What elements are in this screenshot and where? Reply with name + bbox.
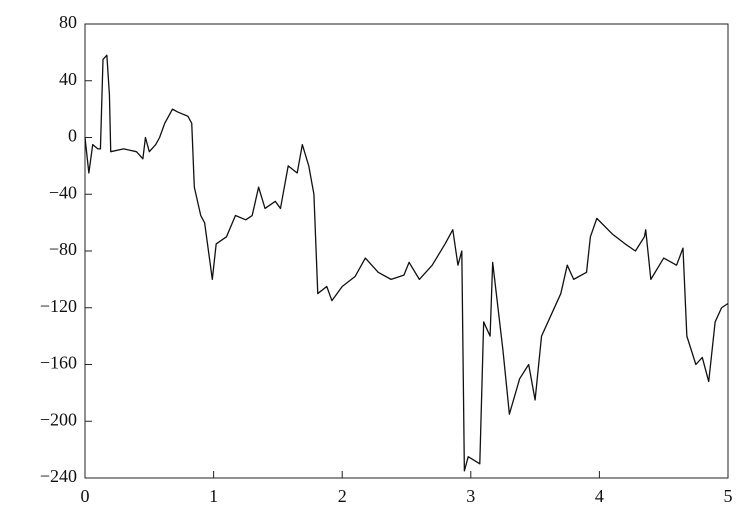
y-tick-label: −120 — [40, 296, 77, 316]
y-tick-label: −160 — [40, 353, 77, 373]
x-tick-label: 2 — [338, 486, 347, 506]
x-tick-label: 3 — [466, 486, 475, 506]
data-line — [84, 54, 729, 472]
x-tick-label: 0 — [81, 486, 90, 506]
x-tick-label: 1 — [209, 486, 218, 506]
x-tick-label: 5 — [724, 486, 733, 506]
y-tick-label: 40 — [59, 69, 77, 89]
y-tick-label: −80 — [49, 239, 77, 259]
y-tick-label: 80 — [59, 12, 77, 32]
y-tick-label: −40 — [49, 182, 77, 202]
y-tick-label: 0 — [68, 126, 77, 146]
y-tick-label: −200 — [40, 409, 77, 429]
y-tick-label: −240 — [40, 466, 77, 486]
x-tick-label: 4 — [595, 486, 604, 506]
plot-frame — [84, 23, 729, 479]
